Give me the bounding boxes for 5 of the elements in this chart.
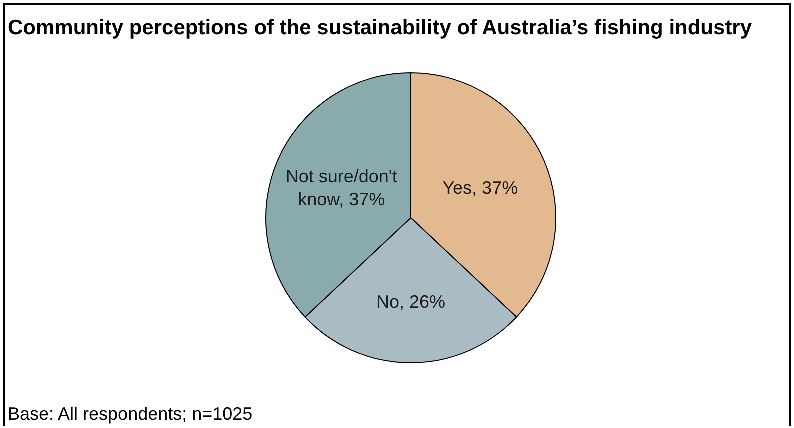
slice-label: Not sure/don't know, 37%	[286, 166, 398, 210]
chart-title: Community perceptions of the sustainability of Australia’s fishing industry	[8, 16, 752, 40]
text: Base: All respondents; n=1025	[8, 404, 253, 424]
slice-label: Yes, 37%	[442, 178, 518, 198]
slice-label: No, 26%	[376, 292, 446, 312]
